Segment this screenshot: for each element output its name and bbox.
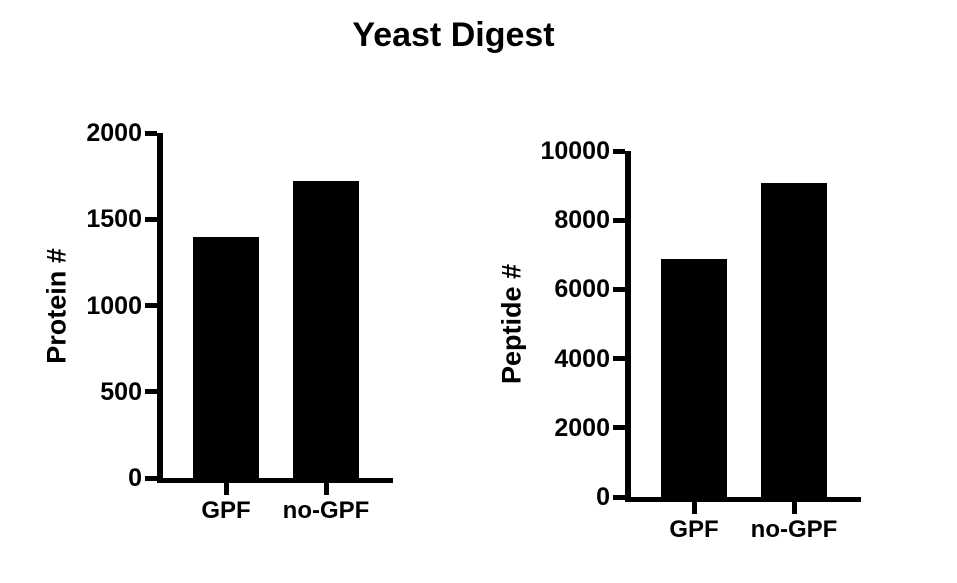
- x-axis-line: [157, 478, 393, 483]
- bar-no-GPF: [293, 181, 359, 478]
- y-tick-mark: [145, 216, 157, 222]
- y-tick-label: 1500: [86, 205, 142, 234]
- x-tick-mark: [223, 483, 229, 495]
- y-tick-mark: [145, 303, 157, 308]
- peptide-bar-chart: Peptide # 0 2000 4000 6000 8000 10000 GPF no-GP…: [497, 137, 861, 543]
- y-tick-mark: [613, 494, 625, 500]
- y-tick-label: 1000: [86, 291, 142, 320]
- y-tick-mark: [613, 217, 625, 223]
- y-tick-mark: [145, 130, 157, 136]
- x-category-label: GPF: [669, 516, 719, 543]
- y-tick-label: 0: [128, 464, 142, 492]
- protein-bar-chart: Protein # 0 500 1000 1500 2000 GPF no-GPF: [42, 119, 393, 524]
- y-tick-label: 4000: [554, 344, 610, 373]
- y-tick-label: 8000: [554, 206, 610, 235]
- x-category-label: no-GPF: [750, 516, 838, 543]
- y-tick-mark: [613, 356, 625, 362]
- x-tick-mark: [791, 502, 797, 514]
- y-tick-mark: [145, 475, 157, 481]
- y-tick-label: 2000: [86, 119, 142, 147]
- y-tick-label: 0: [596, 483, 610, 511]
- y-tick-label: 500: [100, 377, 142, 406]
- y-tick-label: 10000: [540, 137, 610, 165]
- x-tick-mark: [323, 483, 329, 495]
- y-tick-mark: [145, 389, 157, 395]
- y-tick-mark: [613, 425, 625, 431]
- x-category-label: GPF: [201, 497, 251, 524]
- bar-GPF: [661, 258, 727, 497]
- x-category-label: no-GPF: [282, 497, 370, 524]
- y-tick-label: 2000: [554, 413, 610, 442]
- figure-title: Yeast Digest: [352, 16, 555, 54]
- y-tick-mark: [613, 286, 625, 292]
- y-axis-line: [157, 133, 163, 483]
- y-tick-label: 6000: [554, 275, 610, 304]
- x-tick-mark: [691, 502, 697, 514]
- bar-GPF: [193, 236, 259, 478]
- y-axis-line: [625, 151, 631, 502]
- bar-no-GPF: [761, 182, 827, 497]
- x-axis-line: [625, 497, 861, 502]
- y-tick-mark: [613, 148, 625, 154]
